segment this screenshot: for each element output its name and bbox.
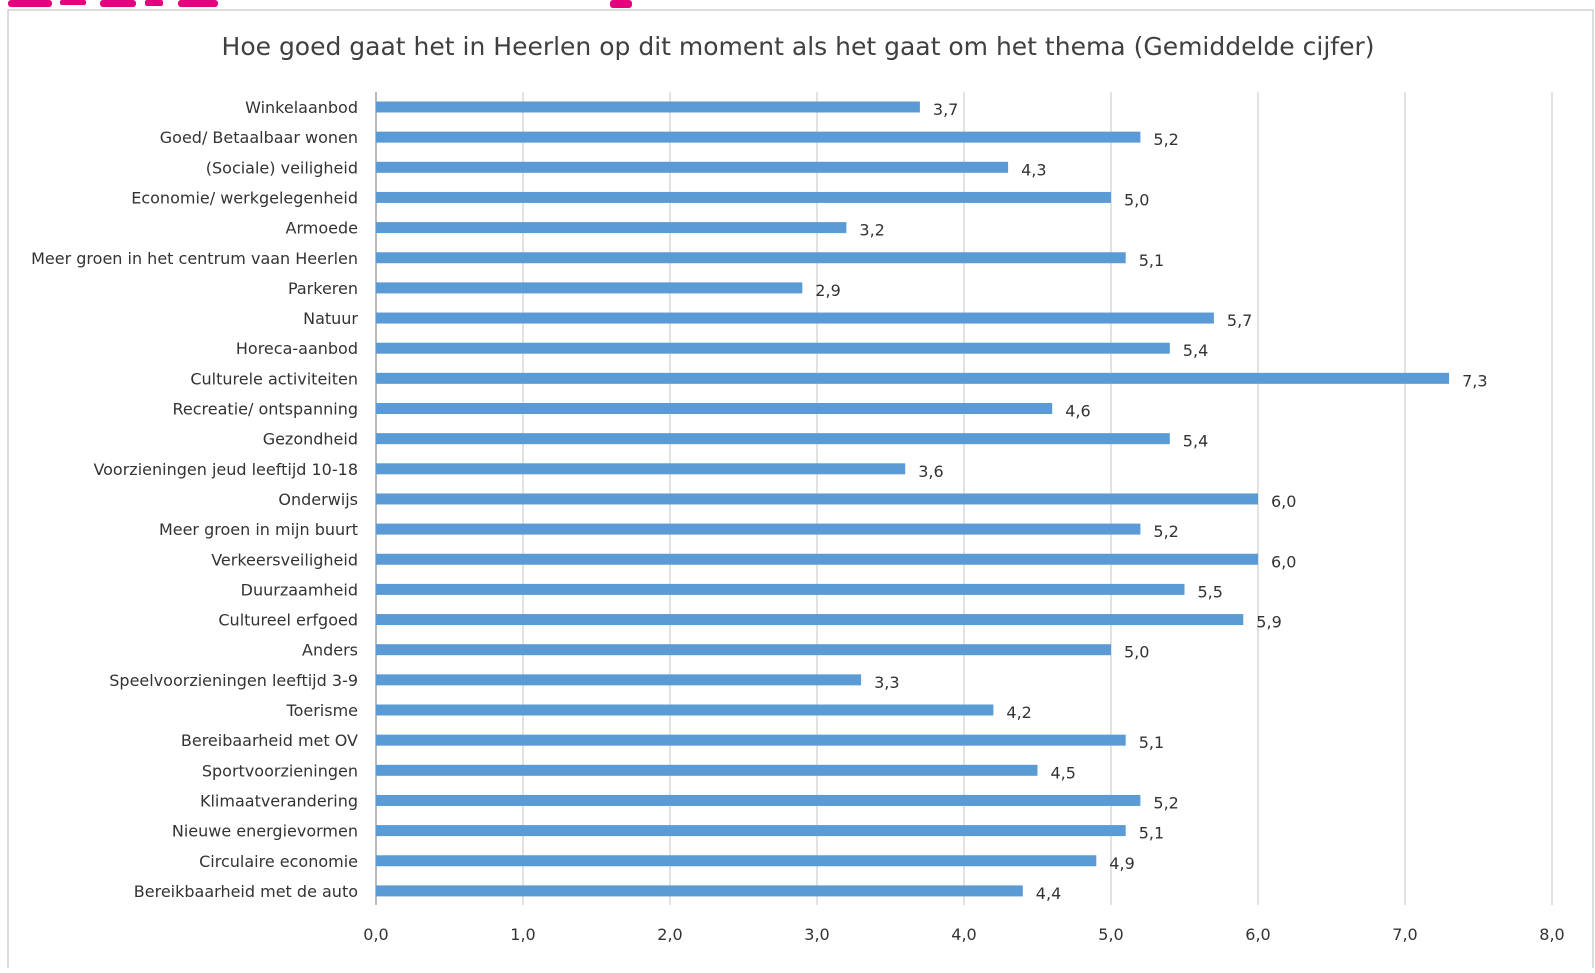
bar — [376, 312, 1214, 324]
bar — [376, 433, 1170, 445]
data-label: 5,2 — [1153, 793, 1178, 812]
category-label: Duurzaamheid — [241, 580, 358, 599]
data-label: 5,0 — [1124, 190, 1149, 209]
category-label: Goed/ Betaalbaar wonen — [160, 128, 358, 147]
data-label: 5,4 — [1183, 341, 1208, 360]
category-label: Toerisme — [286, 701, 358, 720]
category-label: Verkeersveiligheid — [211, 550, 358, 569]
category-label: Natuur — [303, 309, 358, 328]
bar — [376, 191, 1111, 203]
data-label: 3,2 — [859, 221, 884, 240]
x-tick-label: 5,0 — [1098, 925, 1123, 944]
x-tick-label: 8,0 — [1539, 925, 1564, 944]
data-label: 5,1 — [1139, 733, 1164, 752]
bar — [376, 342, 1170, 354]
bar — [376, 523, 1141, 535]
category-label: Meer groen in het centrum vaan Heerlen — [31, 249, 358, 268]
data-label: 5,2 — [1153, 130, 1178, 149]
category-label: Culturele activiteiten — [190, 369, 358, 388]
data-label: 4,2 — [1006, 703, 1031, 722]
data-label: 5,2 — [1153, 522, 1178, 541]
category-label: Gezondheid — [263, 430, 358, 449]
category-label: Economie/ werkgelegenheid — [131, 188, 358, 207]
x-tick-label: 7,0 — [1392, 925, 1417, 944]
data-label: 5,5 — [1198, 582, 1223, 601]
x-tick-label: 1,0 — [510, 925, 535, 944]
chart-title: Hoe goed gaat het in Heerlen op dit mome… — [222, 32, 1375, 61]
x-tick-label: 0,0 — [363, 925, 388, 944]
bar — [376, 282, 803, 294]
data-label: 5,9 — [1256, 613, 1281, 632]
bar — [376, 131, 1141, 143]
bar — [376, 161, 1009, 173]
category-label: Cultureel erfgoed — [218, 611, 358, 630]
bar — [376, 794, 1141, 806]
category-label: Bereikbaarheid met de auto — [134, 882, 358, 901]
bar — [376, 674, 862, 686]
category-label: Anders — [302, 641, 358, 660]
data-labels: 3,7 5,2 4,3 5,0 3,2 5,1 2,9 5,7 5,4 7,3 4,6 5,4 3,6 6… — [815, 100, 1487, 903]
bar — [376, 493, 1258, 505]
data-label: 5,0 — [1124, 643, 1149, 662]
bar — [376, 553, 1258, 565]
category-label: Meer groen in mijn buurt — [159, 520, 358, 539]
bar — [376, 101, 920, 113]
bar — [376, 644, 1111, 656]
bar — [376, 614, 1244, 626]
data-label: 3,6 — [918, 462, 943, 481]
category-label: Recreatie/ ontspanning — [173, 400, 358, 419]
bar — [376, 734, 1126, 746]
x-tick-label: 6,0 — [1245, 925, 1270, 944]
data-label: 5,4 — [1183, 432, 1208, 451]
category-label: Parkeren — [288, 279, 358, 298]
bar — [376, 403, 1053, 414]
data-label: 5,1 — [1139, 251, 1164, 270]
data-label: 2,9 — [815, 281, 840, 300]
data-label: 3,3 — [874, 673, 899, 692]
bar — [376, 463, 906, 475]
bar — [376, 855, 1097, 867]
category-label: (Sociale) veiligheid — [206, 158, 358, 177]
category-label: Horeca-aanbod — [236, 339, 358, 358]
data-label: 6,0 — [1271, 492, 1296, 511]
data-label: 5,1 — [1139, 824, 1164, 843]
category-label: Nieuwe energievormen — [172, 822, 358, 841]
data-label: 4,9 — [1109, 854, 1134, 873]
data-label: 3,7 — [933, 100, 958, 119]
bar — [376, 825, 1126, 837]
x-tick-label: 4,0 — [951, 925, 976, 944]
bar — [376, 372, 1450, 384]
bar — [376, 704, 994, 716]
category-labels: Winkelaanbod Goed/ Betaalbaar wonen (Socia… — [31, 98, 358, 901]
category-label: Klimaatverandering — [200, 791, 358, 810]
bar — [376, 885, 1023, 897]
data-label: 7,3 — [1462, 371, 1487, 390]
bars — [376, 101, 1450, 897]
data-label: 4,6 — [1065, 402, 1090, 421]
bar — [376, 583, 1185, 595]
x-axis-tick-labels: 0,0 1,0 2,0 3,0 4,0 5,0 6,0 7,0 8,0 — [363, 925, 1564, 944]
data-label: 4,5 — [1051, 763, 1076, 782]
data-label: 4,4 — [1036, 884, 1061, 903]
data-label: 6,0 — [1271, 552, 1296, 571]
x-tick-label: 2,0 — [657, 925, 682, 944]
category-label: Onderwijs — [278, 490, 358, 509]
category-label: Armoede — [286, 219, 358, 238]
category-label: Speelvoorzieningen leeftijd 3-9 — [109, 671, 358, 690]
bar — [376, 252, 1126, 264]
category-label: Sportvoorzieningen — [202, 761, 358, 780]
bar — [376, 764, 1038, 776]
category-label: Voorzieningen jeud leeftijd 10-18 — [93, 460, 358, 479]
data-label: 5,7 — [1227, 311, 1252, 330]
x-tick-label: 3,0 — [804, 925, 829, 944]
category-label: Bereibaarheid met OV — [181, 731, 358, 750]
cropped-heading-fragment — [8, 0, 632, 8]
bar — [376, 222, 847, 234]
category-label: Winkelaanbod — [245, 98, 358, 117]
data-label: 4,3 — [1021, 160, 1046, 179]
category-label: Circulaire economie — [199, 852, 358, 871]
